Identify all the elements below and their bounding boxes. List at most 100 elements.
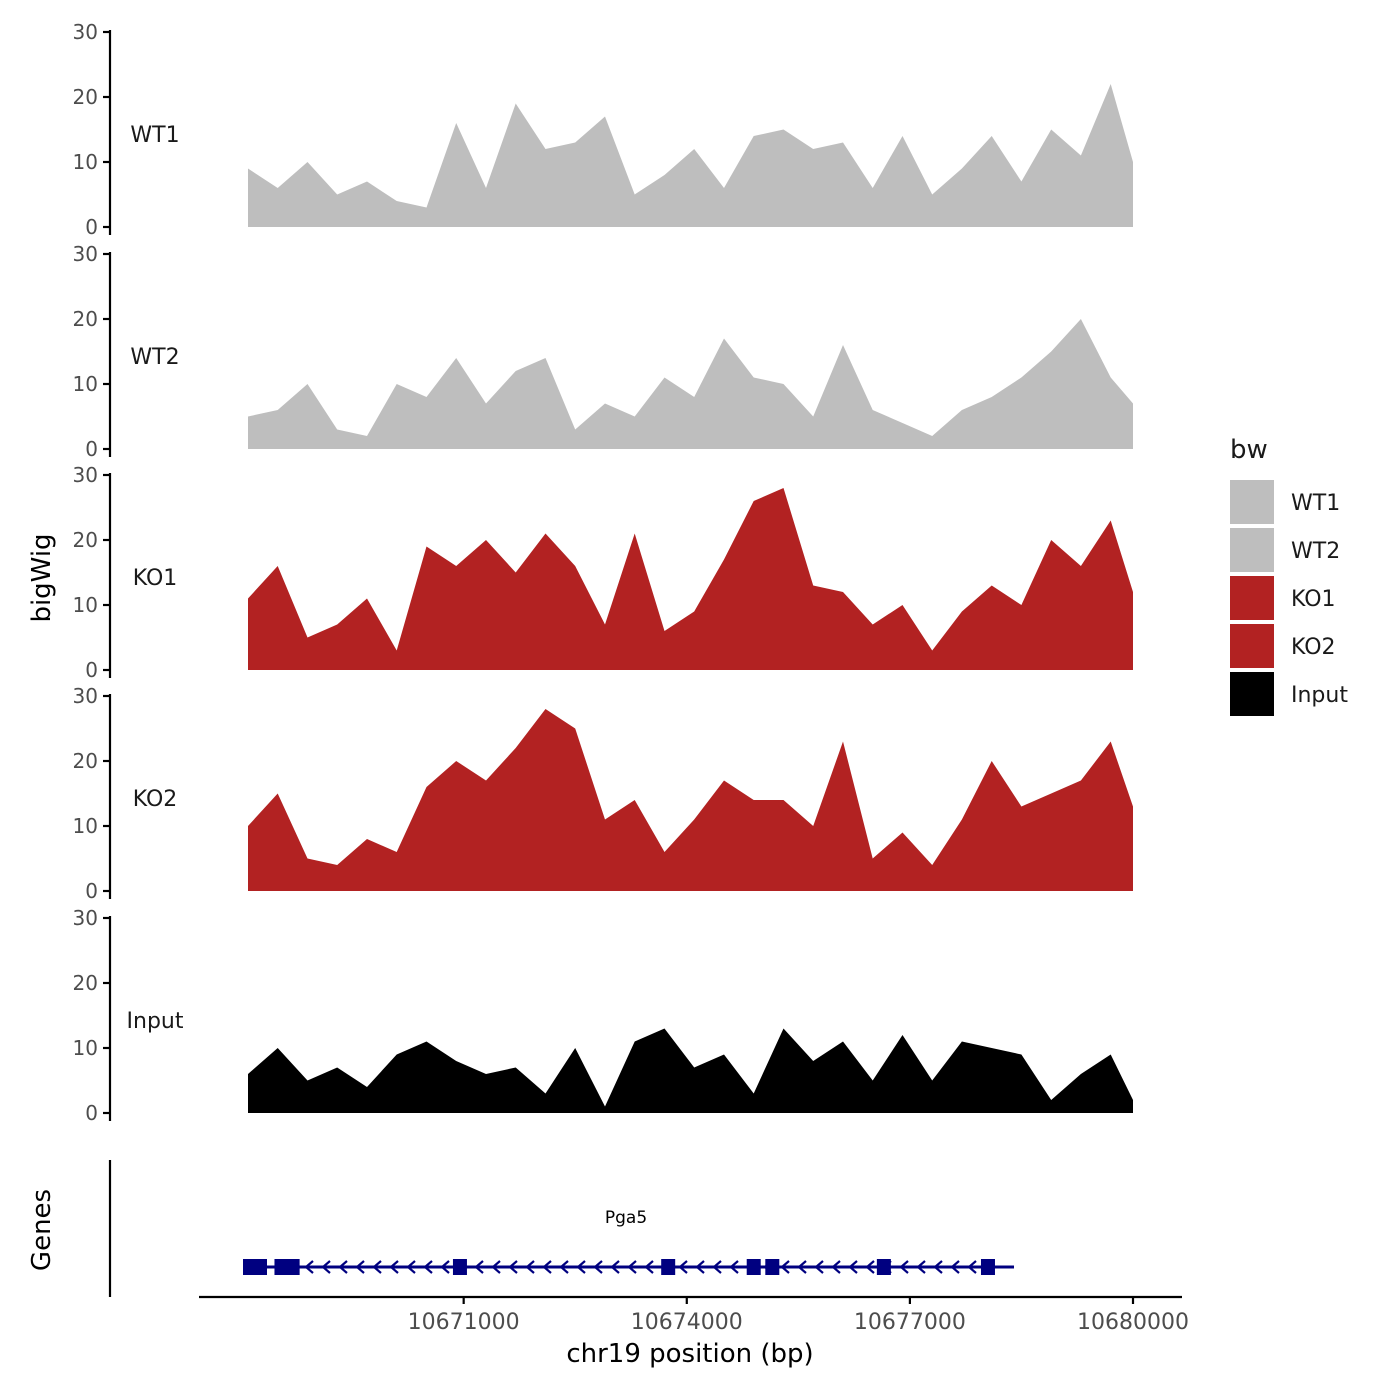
area-ko1 xyxy=(248,488,1133,670)
strand-arrow xyxy=(831,1260,841,1274)
track-wt2: 0 10 20 30 WT2 xyxy=(73,242,1133,461)
y-tick-label: 0 xyxy=(85,879,98,903)
y-tick-label: 30 xyxy=(73,684,98,708)
legend-swatch-ko1 xyxy=(1230,576,1274,620)
y-tick-label: 10 xyxy=(73,1036,98,1060)
area-input xyxy=(248,1028,1133,1113)
legend-label-ko1: KO1 xyxy=(1291,587,1336,612)
legend: bw WT1 WT2 KO1 KO2 Input xyxy=(1230,435,1348,716)
track-label-wt2: WT2 xyxy=(130,345,179,370)
gene-exon xyxy=(452,1259,467,1275)
strand-arrow xyxy=(933,1260,943,1274)
track-label-input: Input xyxy=(127,1009,184,1034)
gene-exon xyxy=(765,1259,780,1275)
x-axis-title: chr19 position (bp) xyxy=(566,1339,813,1369)
strand-arrow xyxy=(950,1260,960,1274)
strand-arrow xyxy=(406,1260,416,1274)
legend-label-wt2: WT2 xyxy=(1291,539,1340,564)
y-tick-label: 0 xyxy=(85,1101,98,1125)
strand-arrow xyxy=(576,1260,586,1274)
area-wt2 xyxy=(248,319,1133,449)
legend-swatch-wt1 xyxy=(1230,480,1274,524)
track-label-ko2: KO2 xyxy=(133,787,178,812)
gene-exon xyxy=(980,1259,995,1275)
strand-arrow xyxy=(338,1260,348,1274)
y-tick-label: 30 xyxy=(73,906,98,930)
y-tick-label: 20 xyxy=(73,971,98,995)
track-label-wt1: WT1 xyxy=(130,123,179,148)
strand-arrow xyxy=(848,1260,858,1274)
tracks-group: 0 10 20 30 WT1 0 10 20 30 WT2 0 10 20 30 KO1 0 10 20 30 KO2… xyxy=(73,20,1133,1125)
gene-exon xyxy=(285,1259,300,1275)
strand-arrow xyxy=(916,1260,926,1274)
y-tick-label: 20 xyxy=(73,307,98,331)
legend-title: bw xyxy=(1230,435,1268,465)
y-tick-label: 30 xyxy=(73,463,98,487)
x-axis: 10671000 10674000 10677000 10680000 xyxy=(199,1295,1189,1335)
strand-arrow xyxy=(967,1260,977,1274)
y-tick-label: 10 xyxy=(73,372,98,396)
gene-exon xyxy=(746,1259,761,1275)
strand-arrow xyxy=(729,1260,739,1274)
gene-exon xyxy=(876,1259,891,1275)
strand-arrow xyxy=(525,1260,535,1274)
strand-arrow xyxy=(304,1260,314,1274)
genes-axis-title: Genes xyxy=(27,1189,57,1271)
gene-exon xyxy=(661,1259,676,1275)
strand-arrow xyxy=(423,1260,433,1274)
y-tick-label: 10 xyxy=(73,150,98,174)
y-tick-label: 0 xyxy=(85,437,98,461)
strand-arrow xyxy=(355,1260,365,1274)
strand-arrow xyxy=(440,1260,450,1274)
strand-arrow xyxy=(627,1260,637,1274)
y-tick-label: 10 xyxy=(73,593,98,617)
y-tick-label: 10 xyxy=(73,814,98,838)
track-ko2: 0 10 20 30 KO2 xyxy=(73,684,1133,903)
x-tick-label: 10671000 xyxy=(408,1310,520,1335)
strand-arrow xyxy=(899,1260,909,1274)
y-tick-label: 20 xyxy=(73,749,98,773)
track-ko1: 0 10 20 30 KO1 xyxy=(73,463,1133,682)
area-wt1 xyxy=(248,84,1133,227)
strand-arrow xyxy=(491,1260,501,1274)
area-ko2 xyxy=(248,709,1133,891)
legend-swatch-wt2 xyxy=(1230,528,1274,572)
strand-arrow xyxy=(389,1260,399,1274)
y-tick-label: 20 xyxy=(73,85,98,109)
strand-arrow xyxy=(865,1260,875,1274)
strand-arrow xyxy=(712,1260,722,1274)
track-input: 0 10 20 30 Input xyxy=(73,906,1133,1125)
legend-label-input: Input xyxy=(1291,683,1348,708)
strand-arrow xyxy=(593,1260,603,1274)
y-axis-title: bigWig xyxy=(27,533,57,622)
x-tick-label: 10674000 xyxy=(631,1310,743,1335)
strand-arrow xyxy=(780,1260,790,1274)
strand-arrow xyxy=(610,1260,620,1274)
legend-label-wt1: WT1 xyxy=(1291,491,1340,516)
legend-label-ko2: KO2 xyxy=(1291,635,1336,660)
y-tick-label: 30 xyxy=(73,242,98,266)
strand-arrow xyxy=(372,1260,382,1274)
strand-arrow xyxy=(678,1260,688,1274)
genes-panel: Pga5 xyxy=(108,1160,1015,1297)
x-tick-label: 10680000 xyxy=(1077,1310,1189,1335)
strand-arrow xyxy=(321,1260,331,1274)
gene-exon xyxy=(243,1259,267,1275)
gene-label: Pga5 xyxy=(605,1208,647,1228)
y-tick-label: 30 xyxy=(73,20,98,44)
strand-arrow xyxy=(797,1260,807,1274)
legend-swatch-input xyxy=(1230,672,1274,716)
strand-arrow xyxy=(542,1260,552,1274)
legend-swatch-ko2 xyxy=(1230,624,1274,668)
strand-arrow xyxy=(695,1260,705,1274)
track-wt1: 0 10 20 30 WT1 xyxy=(73,20,1133,239)
strand-arrow xyxy=(474,1260,484,1274)
gene-exon xyxy=(274,1259,289,1275)
strand-arrow xyxy=(814,1260,824,1274)
x-tick-label: 10677000 xyxy=(854,1310,966,1335)
strand-arrow xyxy=(559,1260,569,1274)
strand-arrow xyxy=(508,1260,518,1274)
y-tick-label: 0 xyxy=(85,658,98,682)
y-tick-label: 0 xyxy=(85,215,98,239)
